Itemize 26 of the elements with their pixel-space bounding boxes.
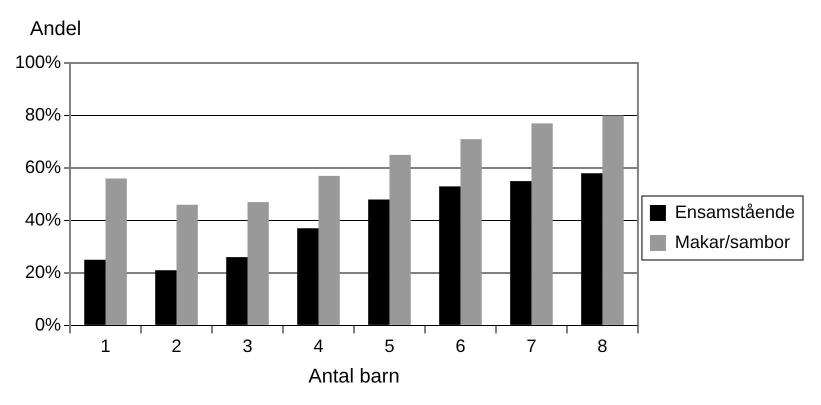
bar: [531, 123, 553, 325]
y-tick-label: 40%: [25, 209, 62, 230]
x-tick-label: 6: [455, 336, 466, 356]
x-tick-label: 2: [172, 336, 182, 356]
bar: [318, 176, 340, 325]
x-axis-title: Antal barn: [308, 366, 400, 388]
x-tick-label: 3: [242, 336, 253, 356]
bar: [389, 154, 411, 325]
y-tick-label: 100%: [14, 52, 62, 72]
x-tick-label: 4: [313, 336, 324, 356]
bar: [176, 204, 198, 325]
bar: [460, 139, 482, 325]
x-tick-label: 1: [100, 336, 111, 356]
y-tick-label: 60%: [25, 156, 62, 177]
bar: [106, 178, 127, 325]
x-tick-label: 7: [526, 336, 536, 356]
bar: [602, 115, 624, 325]
x-tick-label: 8: [597, 336, 608, 356]
x-tick-label: 5: [384, 336, 394, 356]
y-tick-label: 80%: [25, 104, 62, 124]
bar: [248, 202, 269, 325]
legend-label: Ensamstående: [674, 202, 795, 222]
legend-label: Makar/sambor: [674, 232, 790, 252]
y-axis-title: Andel: [30, 18, 82, 41]
y-tick-label: 20%: [25, 262, 62, 282]
y-tick-label: 0%: [35, 314, 62, 334]
